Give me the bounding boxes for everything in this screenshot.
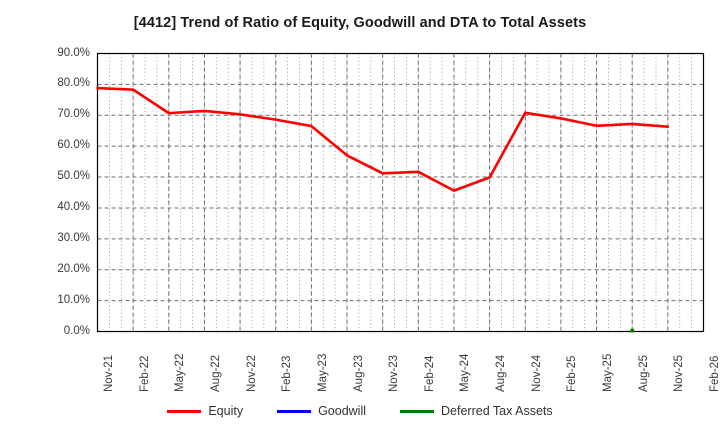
y-axis-tick-label: 10.0% xyxy=(57,293,90,306)
y-axis-tick-label: 60.0% xyxy=(57,139,90,152)
x-axis-tick-label: Nov-21 xyxy=(103,354,115,392)
series-point-deferred-tax-assets xyxy=(630,328,635,333)
legend-item-deferred-tax-assets[interactable]: Deferred Tax Assets xyxy=(400,404,553,418)
legend-item-goodwill[interactable]: Goodwill xyxy=(277,404,366,418)
x-axis-tick-label: Nov-25 xyxy=(673,354,686,392)
x-axis-tick-label: Feb-23 xyxy=(281,355,294,392)
chart-title: [4412] Trend of Ratio of Equity, Goodwil… xyxy=(133,15,587,31)
y-axis-tick-label: 30.0% xyxy=(57,231,90,244)
y-axis-tick-label: 40.0% xyxy=(57,200,90,213)
x-axis-tick-label: Aug-22 xyxy=(209,354,222,392)
x-axis-tick-label: Feb-25 xyxy=(566,355,579,392)
legend-label: Equity xyxy=(208,404,244,418)
plot-frame xyxy=(96,52,705,333)
x-axis-tick-label: Aug-25 xyxy=(637,354,650,392)
legend-line-swatch-icon xyxy=(167,409,202,413)
y-axis-tick-label: 0.0% xyxy=(63,324,90,337)
x-axis-tick-label: Nov-24 xyxy=(530,354,543,392)
x-axis-tick-label: Nov-23 xyxy=(388,354,401,392)
y-axis-tick-label: 20.0% xyxy=(57,262,90,275)
y-axis-tick-label: 50.0% xyxy=(57,170,90,183)
legend-line-swatch-icon xyxy=(277,409,312,413)
x-axis-tick-label: May-24 xyxy=(459,353,472,392)
legend-item-equity[interactable]: Equity xyxy=(167,404,243,418)
x-axis-tick-label: May-22 xyxy=(174,353,187,392)
chart-legend: Equity Goodwill Deferred Tax Assets xyxy=(0,404,720,418)
y-axis-tick-label: 70.0% xyxy=(57,108,90,121)
y-axis-tick-label: 90.0% xyxy=(57,46,90,59)
series-line-equity xyxy=(96,86,670,192)
y-axis-tick-label: 80.0% xyxy=(57,77,90,90)
x-axis-tick-label: Feb-24 xyxy=(423,355,436,392)
x-axis-tick-label: May-23 xyxy=(316,353,329,392)
x-axis-tick-label: Aug-24 xyxy=(495,354,508,392)
data-series-layer xyxy=(96,86,670,333)
x-axis-tick-label: Feb-26 xyxy=(709,355,720,392)
x-axis-tick-label: Aug-23 xyxy=(352,354,365,392)
x-axis-tick-label: May-25 xyxy=(602,353,615,392)
legend-line-swatch-icon xyxy=(400,409,435,413)
x-axis-tick-label: Nov-22 xyxy=(245,354,258,392)
legend-label: Deferred Tax Assets xyxy=(441,404,553,418)
y-axis-tick-labels: 90.0% 80.0% 70.0% 60.0% 50.0% 40.0% 30.0% 20.0%… xyxy=(38,0,90,440)
major-gridlines xyxy=(97,53,704,332)
x-axis-tick-label: Feb-22 xyxy=(138,355,151,392)
legend-label: Goodwill xyxy=(318,404,367,418)
